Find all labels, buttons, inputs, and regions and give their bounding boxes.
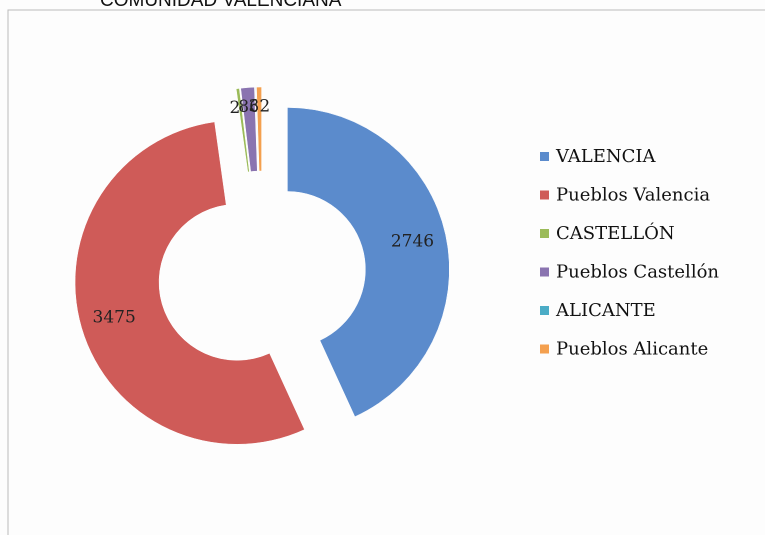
legend-swatch: [540, 344, 549, 354]
chart-title: COMUNIDAD VALENCIANA: [100, 0, 342, 11]
legend-label: ALICANTE: [555, 300, 656, 321]
legend-label: Pueblos Alicante: [556, 339, 708, 360]
legend-swatch: [540, 190, 549, 200]
legend-swatch: [540, 306, 549, 315]
data-label: 32: [249, 97, 271, 117]
donut-slice: [287, 107, 450, 418]
donut-slice: [255, 86, 259, 172]
donut-slice: [74, 121, 305, 445]
data-label: 3: [251, 97, 262, 117]
donut-slice: [256, 86, 262, 172]
legend-label: Pueblos Valencia: [556, 185, 710, 206]
donut-slice: [235, 88, 250, 173]
chart-frame: [7, 9, 765, 535]
legend-label: VALENCIA: [555, 146, 657, 167]
data-label: 2746: [391, 232, 434, 252]
data-label: 86: [238, 97, 260, 117]
data-label: 3475: [93, 308, 136, 328]
legend-label: Pueblos Castellón: [556, 262, 719, 283]
legend-swatch: [540, 267, 549, 277]
legend-swatch: [540, 152, 549, 161]
legend-label: CASTELLÓN: [556, 221, 675, 244]
donut-slice: [240, 86, 258, 172]
legend-swatch: [540, 229, 549, 238]
